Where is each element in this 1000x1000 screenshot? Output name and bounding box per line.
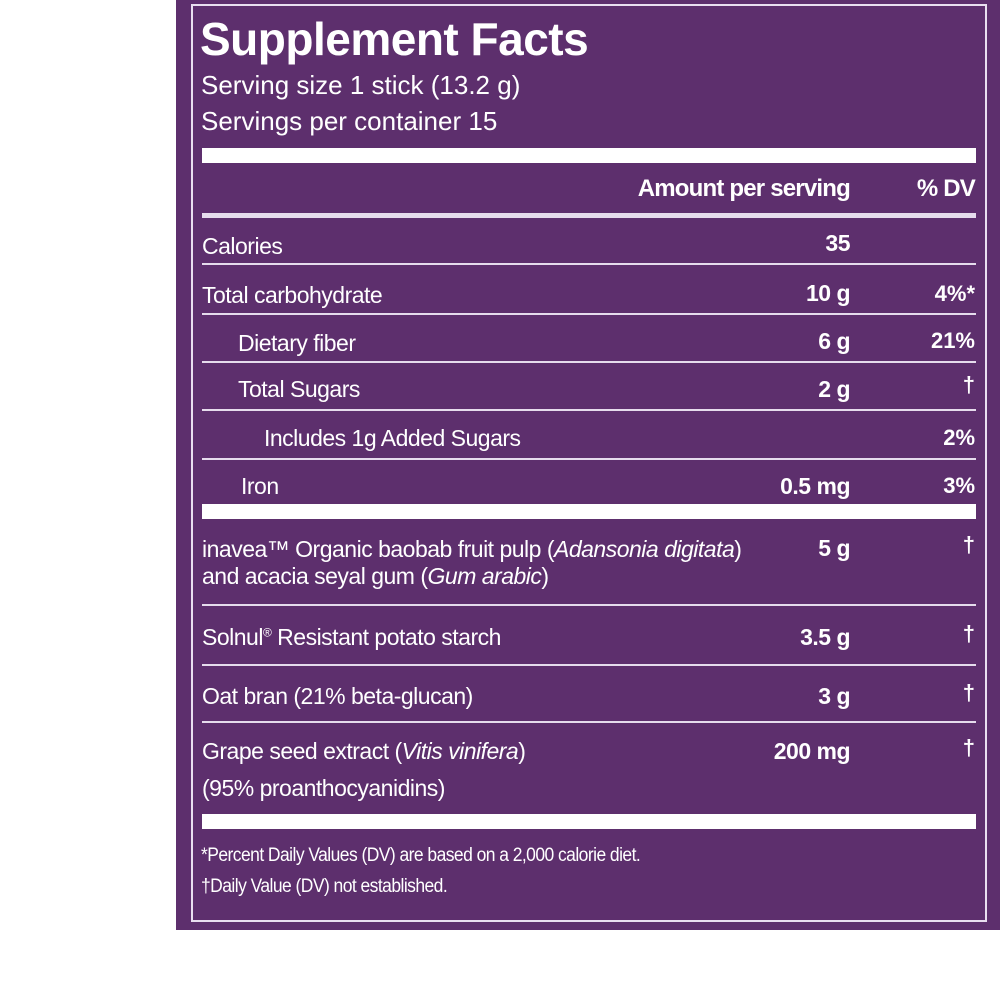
divider (202, 361, 976, 363)
ingredient-dv-grape-seed: † (962, 735, 975, 760)
divider (202, 458, 976, 460)
divider (202, 409, 976, 411)
row-amount-dietary-fiber: 6 g (818, 328, 850, 354)
footnote-dv-not-established: †Daily Value (DV) not established. (201, 876, 448, 897)
row-label-added-sugars: Includes 1g Added Sugars (264, 425, 521, 451)
ingredient-baobab-line1: inavea™ Organic baobab fruit pulp (Adans… (202, 536, 742, 562)
row-amount-total-sugars: 2 g (818, 376, 850, 402)
ingredient-grape-seed-line2: (95% proanthocyanidins) (202, 775, 445, 801)
row-dv-total-sugars: † (962, 372, 975, 397)
header-amount: Amount per serving (637, 175, 851, 202)
row-amount-iron: 0.5 mg (780, 473, 850, 499)
servings-per-container: Servings per container 15 (201, 106, 498, 136)
row-label-calories: Calories (202, 233, 283, 259)
ingredient-solnul: Solnul® Resistant potato starch (202, 624, 501, 650)
ingredient-oat-bran: Oat bran (21% beta-glucan) (202, 683, 473, 709)
row-amount-total-carbohydrate: 10 g (805, 280, 851, 306)
ingredient-amount-oat-bran: 3 g (818, 683, 850, 709)
divider-thick (202, 814, 976, 829)
row-amount-calories: 35 (825, 230, 850, 256)
panel-border (191, 4, 987, 922)
header-dv: % DV (916, 175, 976, 202)
divider (202, 664, 976, 666)
ingredient-baobab-line2: and acacia seyal gum (Gum arabic) (202, 563, 549, 589)
row-label-total-carbohydrate: Total carbohydrate (202, 282, 383, 308)
divider (202, 263, 976, 265)
divider (202, 721, 976, 723)
ingredient-dv-baobab: † (962, 532, 975, 557)
divider (202, 604, 976, 606)
ingredient-amount-baobab: 5 g (818, 535, 850, 561)
footnote-dv-basis: *Percent Daily Values (DV) are based on … (201, 845, 641, 866)
ingredient-grape-seed-line1: Grape seed extract (Vitis vinifera) (202, 738, 526, 764)
row-label-total-sugars: Total Sugars (238, 376, 360, 402)
row-dv-iron: 3% (943, 473, 975, 498)
row-dv-added-sugars: 2% (943, 425, 975, 450)
ingredient-dv-oat-bran: † (962, 680, 975, 705)
row-label-iron: Iron (241, 473, 279, 499)
divider-thick (202, 148, 976, 163)
divider-thick (202, 504, 976, 519)
panel-title: Supplement Facts (200, 13, 589, 65)
divider-medium (202, 213, 976, 218)
serving-size: Serving size 1 stick (13.2 g) (201, 70, 521, 100)
divider (202, 313, 976, 315)
ingredient-dv-solnul: † (962, 621, 975, 646)
ingredient-amount-solnul: 3.5 g (800, 624, 850, 650)
row-label-dietary-fiber: Dietary fiber (238, 330, 356, 356)
row-dv-total-carbohydrate: 4%* (934, 281, 975, 306)
ingredient-amount-grape-seed: 200 mg (773, 738, 851, 764)
row-dv-dietary-fiber: 21% (930, 328, 975, 353)
